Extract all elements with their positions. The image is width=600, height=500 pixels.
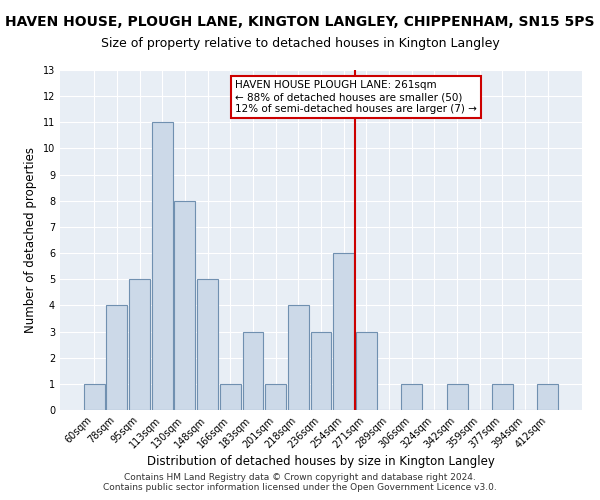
- Bar: [129, 279, 150, 410]
- Text: Size of property relative to detached houses in Kington Langley: Size of property relative to detached ho…: [101, 38, 499, 51]
- Bar: [401, 384, 422, 410]
- Bar: [220, 384, 241, 410]
- Bar: [333, 253, 354, 410]
- Bar: [265, 384, 286, 410]
- Bar: [492, 384, 513, 410]
- Text: HAVEN HOUSE, PLOUGH LANE, KINGTON LANGLEY, CHIPPENHAM, SN15 5PS: HAVEN HOUSE, PLOUGH LANE, KINGTON LANGLE…: [5, 15, 595, 29]
- Bar: [152, 122, 173, 410]
- Bar: [446, 384, 467, 410]
- Bar: [106, 306, 127, 410]
- Text: HAVEN HOUSE PLOUGH LANE: 261sqm
← 88% of detached houses are smaller (50)
12% of: HAVEN HOUSE PLOUGH LANE: 261sqm ← 88% of…: [235, 80, 476, 114]
- Bar: [356, 332, 377, 410]
- X-axis label: Distribution of detached houses by size in Kington Langley: Distribution of detached houses by size …: [147, 456, 495, 468]
- Bar: [538, 384, 558, 410]
- Bar: [197, 279, 218, 410]
- Text: Contains HM Land Registry data © Crown copyright and database right 2024.
Contai: Contains HM Land Registry data © Crown c…: [103, 473, 497, 492]
- Bar: [84, 384, 104, 410]
- Bar: [288, 306, 309, 410]
- Bar: [242, 332, 263, 410]
- Bar: [175, 201, 196, 410]
- Y-axis label: Number of detached properties: Number of detached properties: [24, 147, 37, 333]
- Bar: [311, 332, 331, 410]
